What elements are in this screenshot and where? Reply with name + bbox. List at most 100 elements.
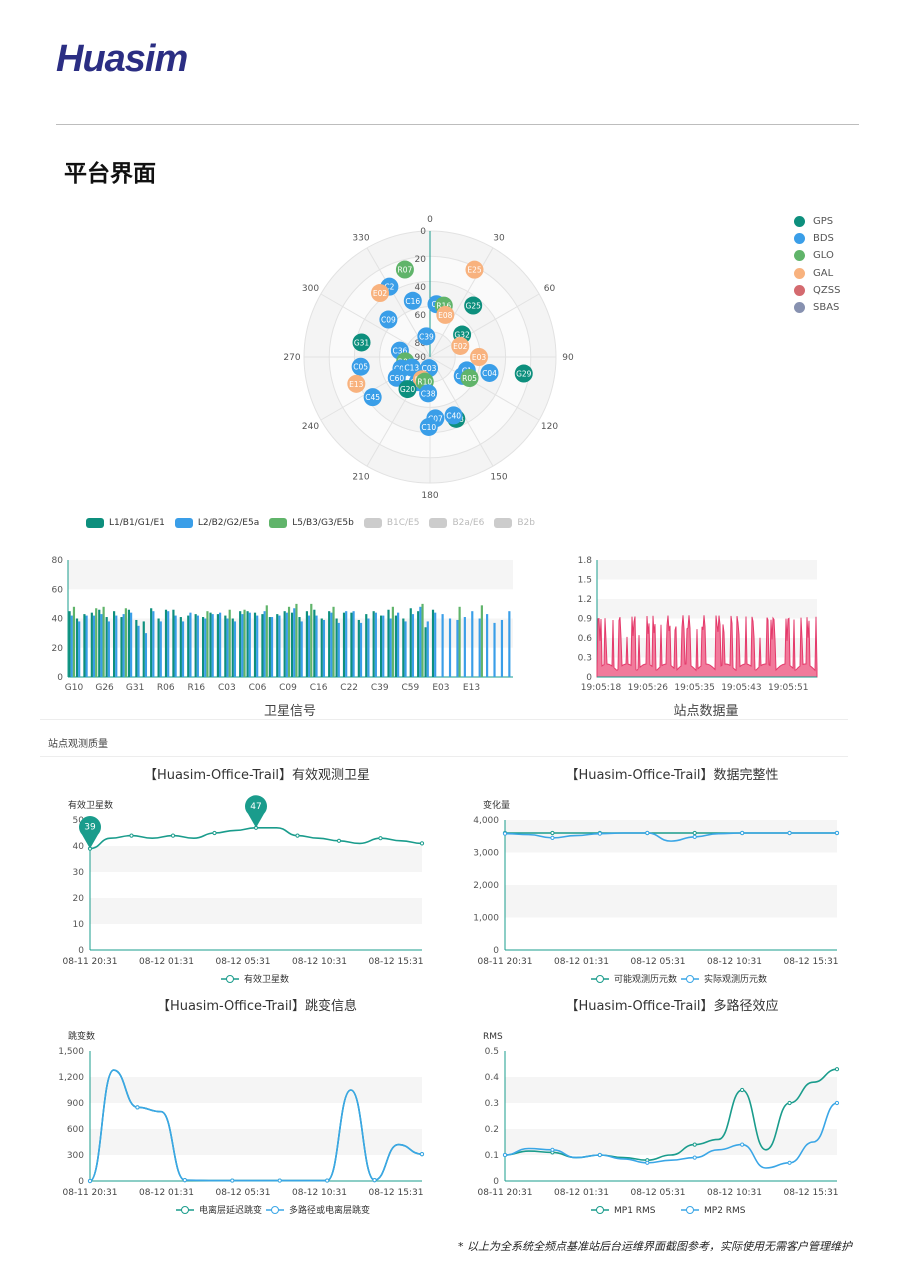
frequency-legend-item[interactable]: L2/B2/G2/E5a <box>174 518 259 528</box>
slips-chart-title: 【Huasim-Office-Trail】跳变信息 <box>156 999 358 1014</box>
data-point <box>740 1087 745 1093</box>
signal-bar <box>174 615 177 677</box>
grid-band <box>68 589 513 619</box>
signal-bar <box>144 633 148 677</box>
x-tick-label: G10 <box>65 683 84 693</box>
data-point <box>787 830 792 836</box>
satellite-label: C03 <box>422 364 437 373</box>
legend-item[interactable]: SBAS <box>794 299 840 316</box>
y-tick-label: 0 <box>493 1177 499 1187</box>
x-tick-label: 08-11 20:31 <box>63 957 118 967</box>
x-tick-label: E03 <box>432 683 449 693</box>
elevation-label: 20 <box>415 255 427 265</box>
data-point <box>135 1105 140 1110</box>
legend-item[interactable]: QZSS <box>794 282 840 299</box>
signal-bar <box>471 611 474 677</box>
data-volume-chart: 0 0.3 0.6 0.9 1.2 1.5 1.8 19:05:18 19:05:26 19:05… <box>578 556 818 693</box>
y-tick-label: 0 <box>57 673 63 683</box>
signal-bar <box>152 611 155 677</box>
x-tick-label: 08-12 05:31 <box>631 1188 686 1198</box>
signal-bar <box>124 608 127 677</box>
satellite-label: C16 <box>405 297 420 306</box>
legend-label: SBAS <box>813 302 840 314</box>
signal-bar <box>263 611 266 677</box>
signal-bar <box>196 615 199 677</box>
x-tick-label: 08-12 01:31 <box>554 1188 609 1198</box>
y-tick-label: 60 <box>52 585 64 595</box>
frequency-legend-item[interactable]: B1C/E5 <box>363 518 419 528</box>
data-point <box>325 1178 330 1183</box>
signal-bar <box>83 614 86 677</box>
legend-swatch-icon <box>363 518 382 528</box>
legend-label: BDS <box>813 233 834 245</box>
signal-bar <box>421 603 424 677</box>
frequency-legend-item[interactable]: L1/B1/G1/E1 <box>86 518 165 528</box>
satellite-point <box>417 327 436 346</box>
signal-bar <box>424 627 427 677</box>
signal-bar <box>233 621 237 677</box>
signal-bar <box>142 621 145 677</box>
x-tick-label: C09 <box>279 683 297 693</box>
volume-chart-title: 站点数据量 <box>673 704 739 719</box>
legend-marker-icon <box>226 975 234 983</box>
grid-band <box>68 647 513 677</box>
signal-bar <box>189 612 192 677</box>
satellite-point <box>464 296 483 315</box>
signal-bar <box>216 614 220 677</box>
cycle-slip-chart: 0 300 600 900 1,200 1,500 跳变数 08-11 20:31 08-12 … <box>58 1030 425 1216</box>
integrity-chart-title: 【Huasim-Office-Trail】数据完整性 <box>565 768 779 783</box>
legend-item[interactable]: GAL <box>794 265 840 282</box>
signal-bar <box>226 618 229 677</box>
x-tick-label: 19:05:35 <box>674 683 714 693</box>
signal-bar <box>120 617 123 677</box>
satellite-label: C40 <box>446 411 461 420</box>
data-point <box>230 1178 235 1183</box>
signal-bar <box>92 615 96 677</box>
frequency-legend-item[interactable]: B2b <box>494 518 535 528</box>
x-tick-label: 08-12 10:31 <box>707 957 762 967</box>
legend-marker-icon <box>596 1206 604 1214</box>
satellite-label: C05 <box>353 363 368 372</box>
data-point <box>834 830 840 836</box>
y-tick-label: 20 <box>73 894 85 904</box>
frequency-legend-item[interactable]: L5/B3/G3/E5b <box>269 518 354 528</box>
header-divider <box>56 124 859 125</box>
satellite-label: G31 <box>354 338 370 347</box>
y-tick-label: 1.8 <box>578 556 593 566</box>
signal-bar <box>293 608 296 677</box>
elevation-label: 40 <box>415 283 427 293</box>
frequency-legend-item[interactable]: B2a/E6 <box>429 518 484 528</box>
x-tick-label: 08-12 10:31 <box>292 1188 347 1198</box>
x-tick-label: 08-12 01:31 <box>554 957 609 967</box>
satellite-label: C39 <box>419 332 434 341</box>
signal-bar <box>493 622 496 677</box>
legend-swatch-icon <box>86 518 104 528</box>
data-point <box>182 1178 187 1183</box>
signal-bar <box>458 606 461 677</box>
data-point <box>502 831 508 836</box>
legend-swatch-icon <box>174 518 193 528</box>
satellite-point <box>398 380 417 399</box>
signal-bar <box>122 614 125 677</box>
y-axis-title: RMS <box>483 1032 503 1042</box>
x-tick-label: G26 <box>95 683 114 693</box>
satellite-point <box>351 357 370 376</box>
legend-dot-icon <box>794 267 805 279</box>
legend-item[interactable]: BDS <box>794 230 840 247</box>
legend-label: GAL <box>813 267 834 279</box>
x-tick-label: 08-12 10:31 <box>707 1188 762 1198</box>
x-tick-label: C03 <box>218 683 236 693</box>
series-line <box>89 827 423 850</box>
data-point <box>295 833 300 838</box>
signal-bar <box>130 612 133 677</box>
volume-area <box>596 615 818 678</box>
signal-bar <box>157 618 160 677</box>
signal-bar <box>95 608 98 677</box>
y-tick-label: 0.6 <box>578 634 593 644</box>
legend-item[interactable]: GPS <box>794 213 840 230</box>
signal-bar <box>357 619 360 677</box>
signal-bar <box>276 614 279 677</box>
azimuth-label: 210 <box>352 473 369 483</box>
satellite-label: E25 <box>467 266 482 275</box>
legend-item[interactable]: GLO <box>794 247 840 264</box>
